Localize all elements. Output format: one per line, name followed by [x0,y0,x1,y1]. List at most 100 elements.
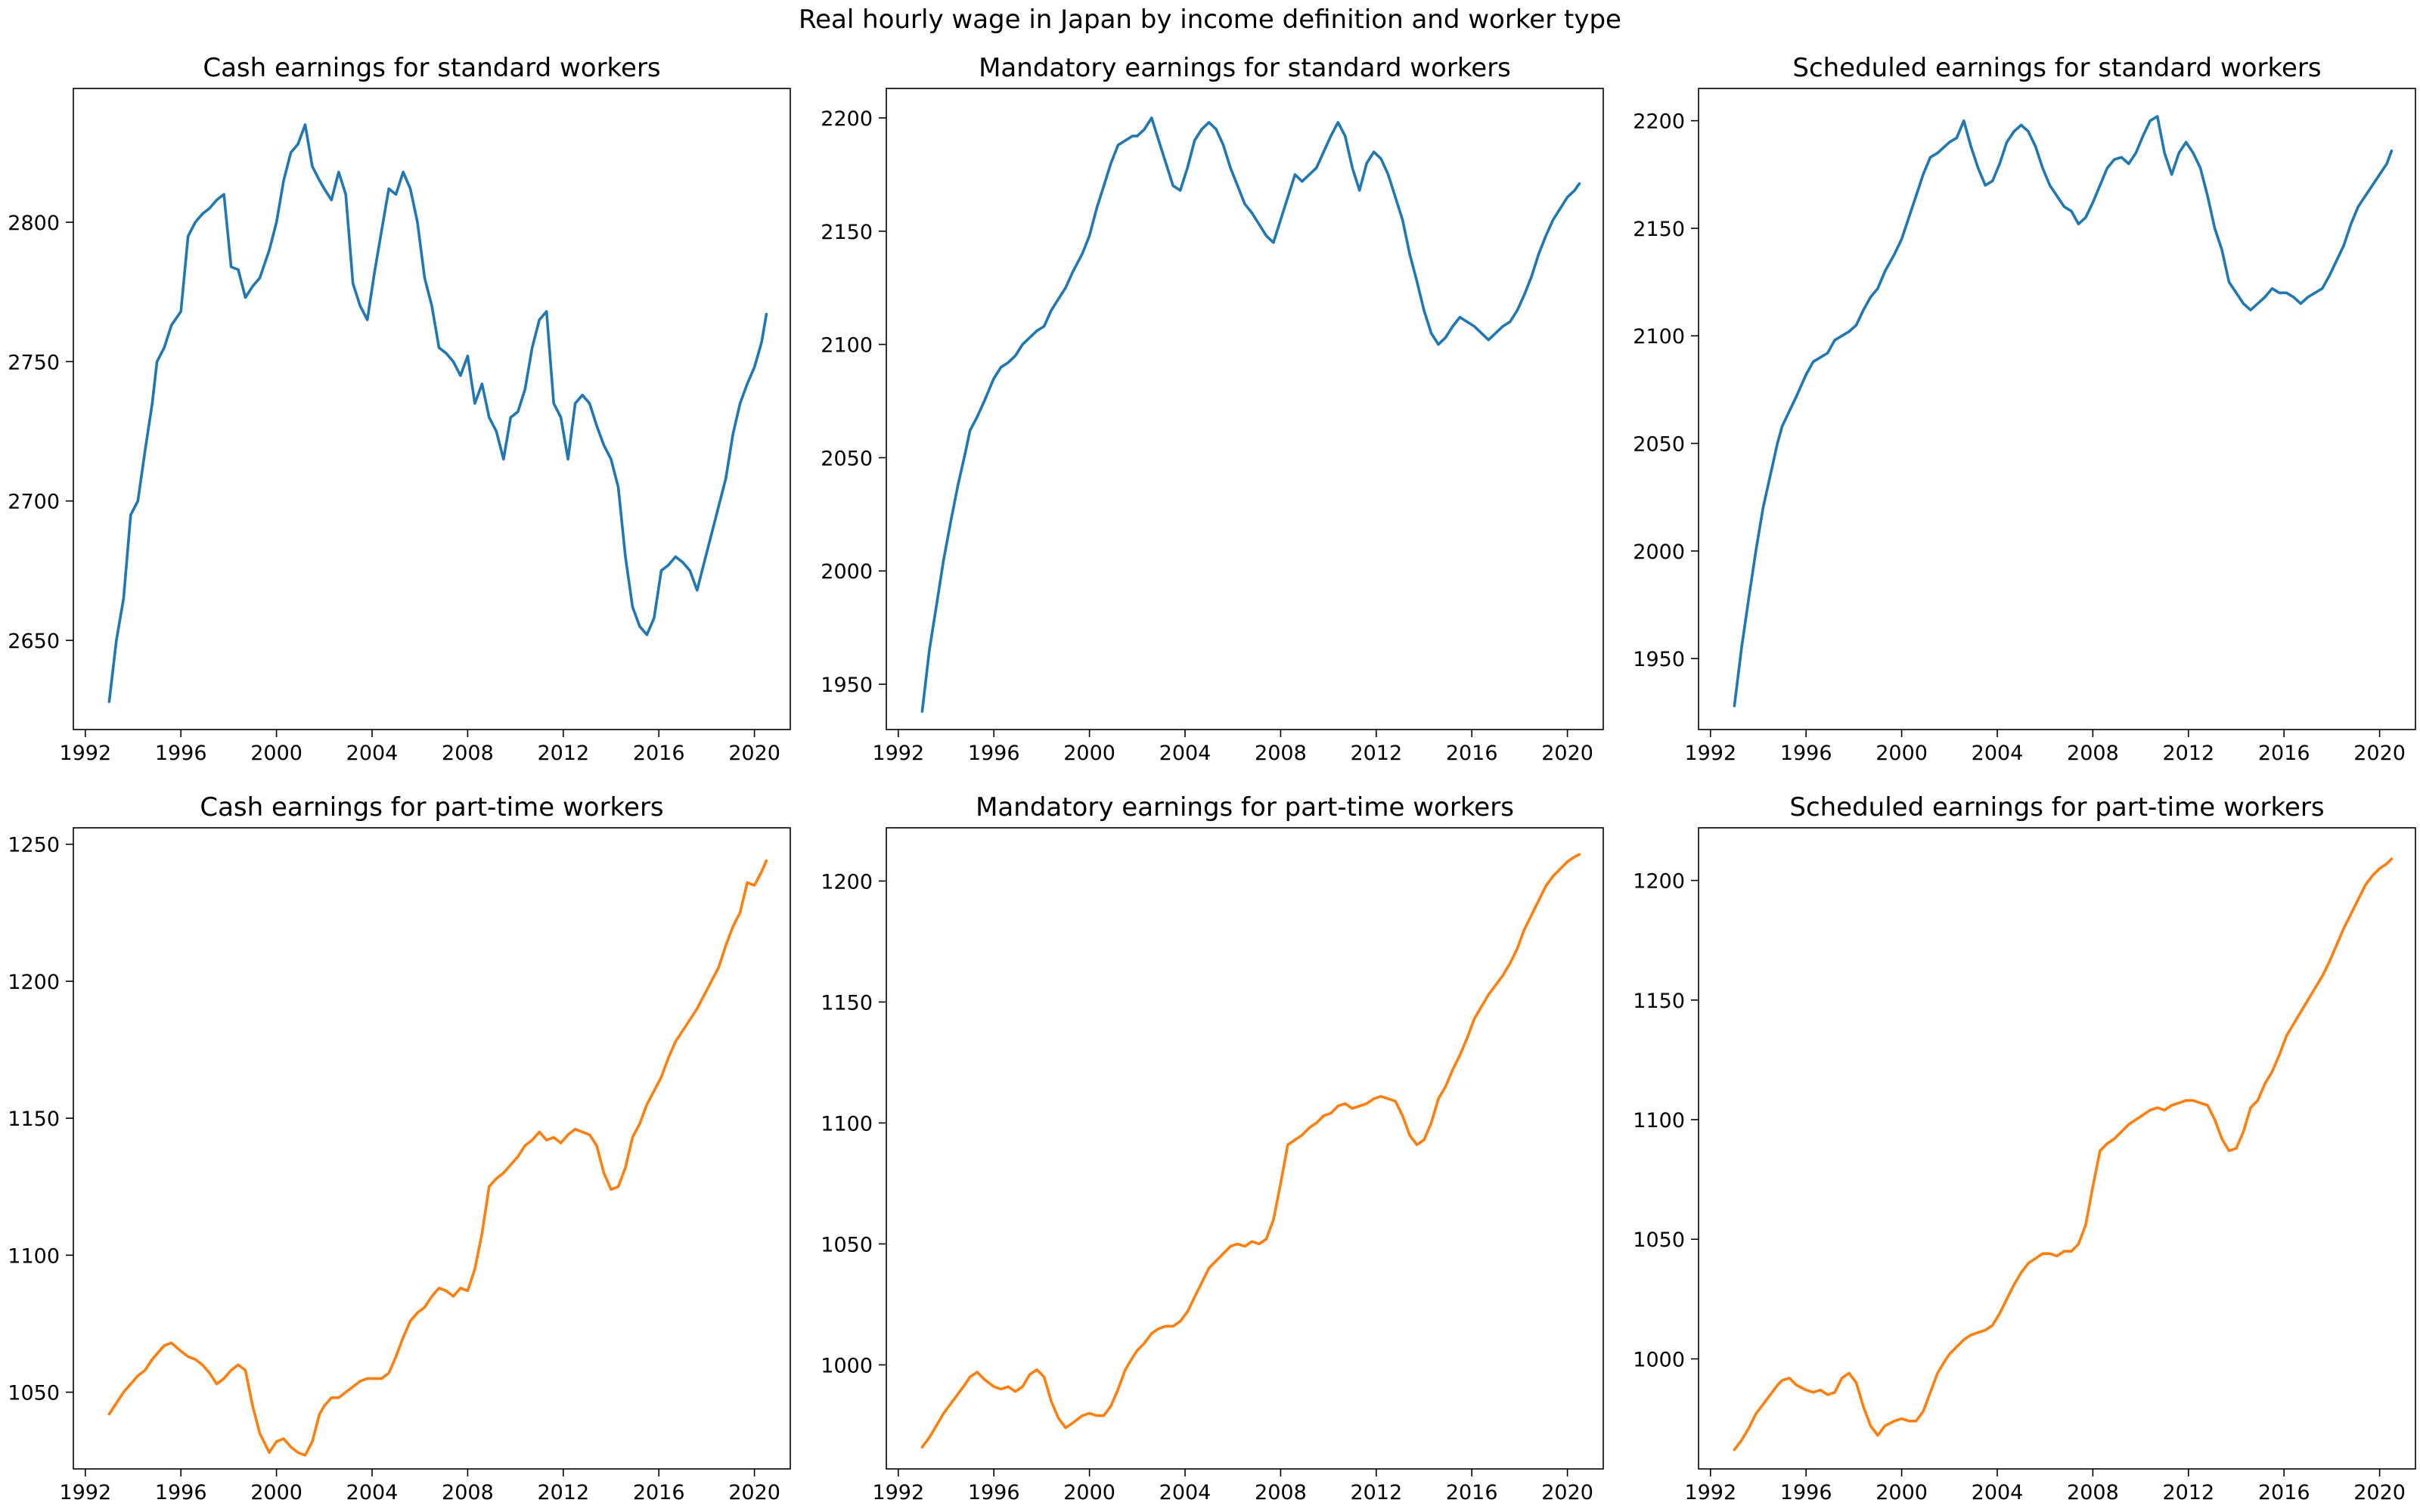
y-tick-label: 1200 [821,870,873,894]
subplot-5: Mandatory earnings for part-time workers… [821,792,1604,1504]
y-tick-label: 2800 [8,212,60,235]
y-tick-label: 1950 [1633,648,1685,671]
y-tick-label: 1000 [1633,1348,1685,1371]
plot-frame [886,88,1604,730]
y-tick-label: 1100 [1633,1109,1685,1132]
x-tick-label: 2020 [2353,742,2406,765]
series-line [1733,115,2394,708]
subplot-3: Scheduled earnings for standard workers 1… [1633,53,2416,765]
x-tick-label: 2012 [537,1481,589,1504]
axes: 1992 1996 2000 2004 2008 2012 2016 2020 2650 2700… [8,212,780,765]
axes: 1992 1996 2000 2004 2008 2012 2016 2020 1950 2000… [1633,110,2406,765]
x-tick-label: 1996 [155,742,207,765]
x-tick-label: 2000 [1063,742,1115,765]
x-tick-label: 2012 [2162,1481,2214,1504]
y-tick-label: 2200 [821,107,873,131]
y-tick-label: 2050 [821,447,873,470]
y-tick-label: 1050 [821,1233,873,1256]
x-tick-label: 2008 [1255,1481,1307,1504]
plot-frame [886,827,1604,1470]
x-tick-label: 2008 [442,742,494,765]
series-line [920,116,1581,713]
x-tick-label: 2020 [728,1481,780,1504]
y-tick-label: 2000 [821,560,873,584]
x-tick-label: 1992 [872,1481,924,1504]
y-tick-label: 1150 [821,991,873,1015]
x-tick-label: 1996 [968,1481,1020,1504]
x-tick-label: 1996 [1780,742,1832,765]
plot-frame [73,827,791,1470]
x-tick-label: 2012 [1350,742,1402,765]
y-tick-label: 2200 [1633,110,1685,134]
x-tick-label: 2004 [1972,1481,2024,1504]
y-tick-label: 2100 [1633,325,1685,349]
x-tick-label: 1992 [872,742,924,765]
y-tick-label: 1100 [821,1112,873,1136]
y-tick-label: 1050 [1633,1228,1685,1252]
x-tick-label: 2020 [1541,1481,1593,1504]
y-tick-label: 1200 [1633,870,1685,894]
x-tick-label: 2000 [1063,1481,1115,1504]
x-tick-label: 2012 [1350,1481,1402,1504]
subplot-title: Cash earnings for standard workers [203,53,660,83]
x-tick-label: 1996 [1780,1481,1832,1504]
plot-frame [1698,88,2416,730]
x-tick-label: 1992 [1684,742,1736,765]
x-tick-label: 2000 [250,1481,302,1504]
axes: 1992 1996 2000 2004 2008 2012 2016 2020 1000 1050… [821,870,1593,1504]
plot-frame [1698,827,2416,1470]
subplot-title: Mandatory earnings for standard workers [979,53,1511,83]
x-tick-label: 1996 [155,1481,207,1504]
subplot-title: Cash earnings for part-time workers [200,792,663,823]
y-tick-label: 2000 [1633,541,1685,564]
axes: 1992 1996 2000 2004 2008 2012 2016 2020 1050 1100… [8,834,780,1504]
x-tick-label: 2008 [2067,1481,2119,1504]
x-tick-label: 2004 [1159,742,1212,765]
x-tick-label: 2020 [2353,1481,2406,1504]
y-tick-label: 2050 [1633,433,1685,457]
x-tick-label: 1996 [968,742,1020,765]
x-tick-label: 2004 [346,742,399,765]
subplot-title: Scheduled earnings for standard workers [1792,53,2321,83]
x-tick-label: 2016 [633,1481,685,1504]
x-tick-label: 2012 [537,742,589,765]
x-tick-label: 2000 [250,742,302,765]
x-tick-label: 2020 [1541,742,1593,765]
y-tick-label: 1050 [8,1382,60,1405]
x-tick-label: 2016 [2258,742,2310,765]
x-tick-label: 2008 [1255,742,1307,765]
figure-title: Real hourly wage in Japan by income defi… [799,5,1621,35]
axes: 1992 1996 2000 2004 2008 2012 2016 2020 1950 2000… [821,107,1593,765]
y-tick-label: 2150 [1633,218,1685,241]
x-tick-label: 1992 [1684,1481,1736,1504]
plot-frame [73,88,791,730]
y-tick-label: 1000 [821,1354,873,1377]
x-tick-label: 2008 [2067,742,2119,765]
y-tick-label: 1150 [8,1108,60,1131]
y-tick-label: 2100 [821,334,873,358]
y-tick-label: 1100 [8,1244,60,1268]
y-tick-label: 1250 [8,834,60,857]
y-tick-label: 2700 [8,491,60,514]
x-tick-label: 2016 [2258,1481,2310,1504]
series-line [1733,857,2394,1452]
x-tick-label: 2004 [346,1481,399,1504]
y-tick-label: 2150 [821,221,873,244]
x-tick-label: 2016 [1446,742,1498,765]
y-tick-label: 1150 [1633,990,1685,1013]
x-tick-label: 2016 [1446,1481,1498,1504]
x-tick-label: 2012 [2162,742,2214,765]
x-tick-label: 2008 [442,1481,494,1504]
x-tick-label: 2000 [1876,742,1928,765]
x-tick-label: 2016 [633,742,685,765]
y-tick-label: 1200 [8,971,60,994]
y-tick-label: 1950 [821,674,873,697]
x-tick-label: 2004 [1972,742,2024,765]
x-tick-label: 2020 [728,742,780,765]
series-line [107,123,768,703]
subplot-6: Scheduled earnings for part-time workers… [1633,792,2416,1504]
series-line [920,853,1581,1448]
